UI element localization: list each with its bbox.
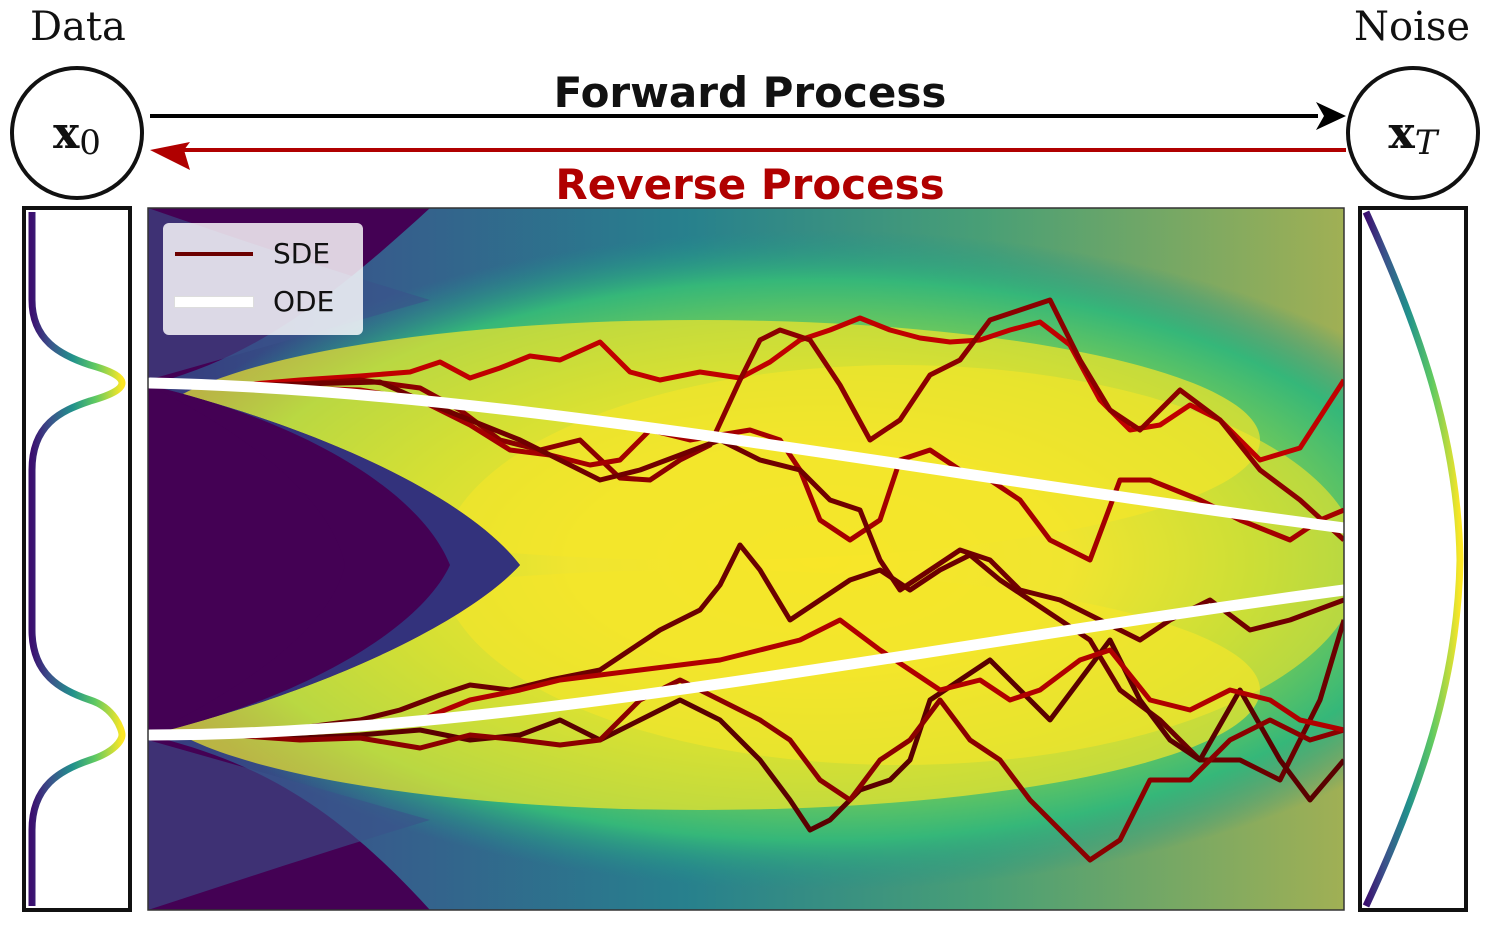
legend-sde-swatch-icon bbox=[175, 251, 253, 256]
density-heatmap bbox=[148, 208, 1344, 910]
legend-ode-swatch-icon bbox=[175, 296, 253, 307]
sde-trajectory-7 bbox=[150, 677, 1344, 863]
legend-sde-label: SDE bbox=[273, 237, 331, 270]
data-distribution-box bbox=[22, 206, 132, 912]
noise-density-curve bbox=[1362, 210, 1464, 908]
legend-item-sde: SDE bbox=[175, 237, 330, 270]
xT-symbol: x bbox=[1388, 107, 1415, 159]
ode-trajectory-upper bbox=[144, 377, 1350, 534]
reverse-arrowhead-icon bbox=[150, 142, 190, 170]
legend-ode-label: ODE bbox=[273, 285, 335, 318]
sde-trajectory-4 bbox=[149, 379, 1344, 643]
data-label: Data bbox=[30, 4, 126, 50]
data-density-curve bbox=[28, 212, 126, 906]
sde-trajectory-3 bbox=[149, 380, 1344, 563]
noise-label: Noise bbox=[1354, 4, 1471, 50]
x0-symbol: x bbox=[53, 107, 80, 159]
noise-distribution-box bbox=[1358, 206, 1468, 912]
ode-trajectory-lower bbox=[144, 584, 1350, 741]
x0-subscript: 0 bbox=[79, 123, 101, 163]
sde-trajectory-8 bbox=[150, 617, 1344, 738]
xT-subscript: T bbox=[1414, 123, 1438, 163]
plot-frame bbox=[147, 207, 1345, 911]
forward-arrowhead-icon bbox=[1316, 102, 1346, 130]
reverse-process-label: Reverse Process bbox=[555, 160, 945, 209]
sde-trajectory-5 bbox=[149, 542, 1344, 783]
legend-item-ode: ODE bbox=[175, 285, 334, 318]
forward-process-label: Forward Process bbox=[553, 68, 947, 117]
legend: SDE ODE bbox=[163, 223, 363, 335]
